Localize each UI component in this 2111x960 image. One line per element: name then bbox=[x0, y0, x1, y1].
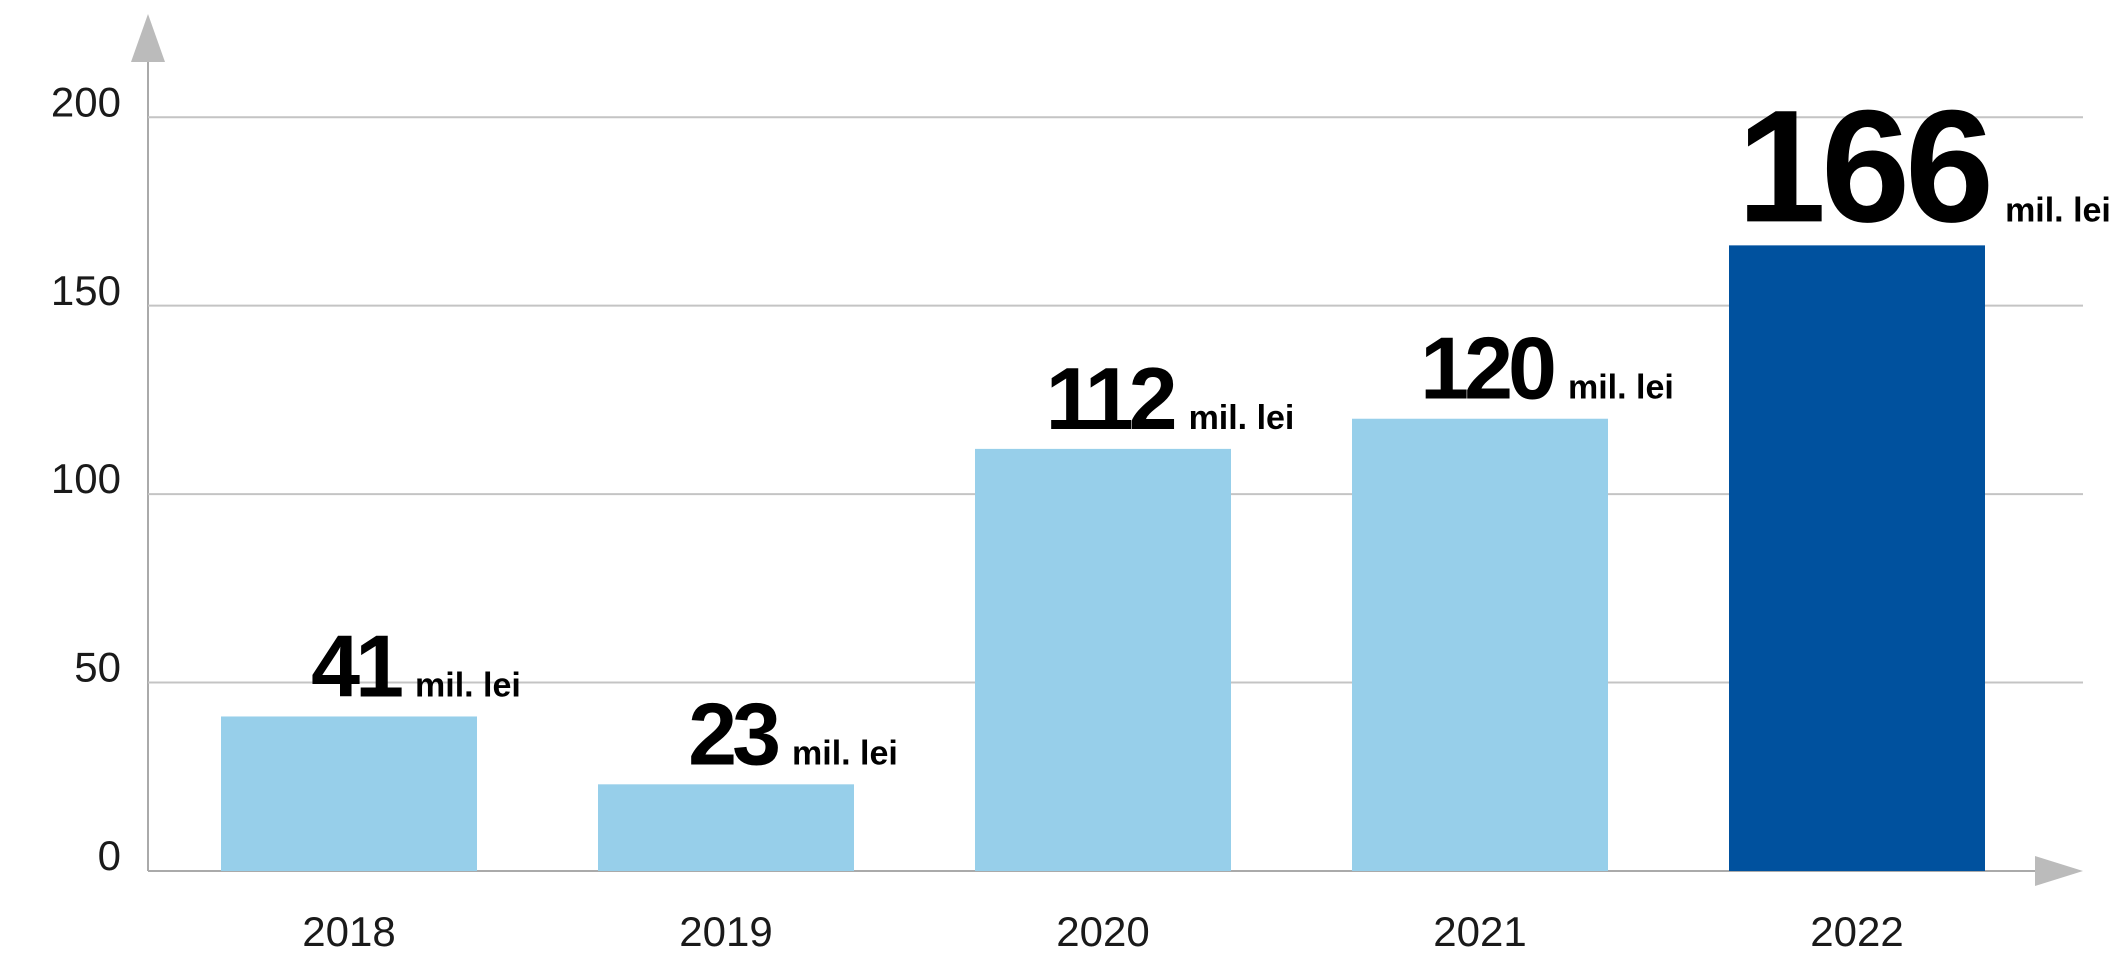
value-number: 166 bbox=[1737, 76, 1989, 255]
value-unit: mil. lei bbox=[792, 734, 898, 772]
y-tick-label: 50 bbox=[74, 644, 121, 691]
value-label: 120 mil. lei bbox=[1420, 319, 1674, 418]
value-unit: mil. lei bbox=[2005, 191, 2111, 229]
value-number: 41 bbox=[311, 616, 402, 715]
bar bbox=[975, 448, 1231, 871]
x-tick-label: 2021 bbox=[1433, 908, 1526, 955]
y-tick-label: 0 bbox=[98, 832, 121, 879]
value-label: 166 mil. lei bbox=[1737, 76, 2111, 255]
y-tick-label: 150 bbox=[51, 267, 121, 314]
x-axis-arrow bbox=[2035, 856, 2083, 886]
bar bbox=[1352, 418, 1608, 871]
bar bbox=[1729, 245, 1985, 871]
value-unit: mil. lei bbox=[415, 666, 521, 704]
x-tick-label: 2018 bbox=[302, 908, 395, 955]
value-number: 112 bbox=[1046, 349, 1175, 448]
value-label: 23 mil. lei bbox=[688, 684, 898, 783]
bar bbox=[598, 784, 854, 871]
y-tick-label: 100 bbox=[51, 455, 121, 502]
x-tick-label: 2020 bbox=[1056, 908, 1149, 955]
value-number: 120 bbox=[1420, 319, 1554, 418]
x-tick-label: 2019 bbox=[679, 908, 772, 955]
value-label: 112 mil. lei bbox=[1046, 349, 1295, 448]
bar bbox=[221, 716, 477, 871]
value-number: 23 bbox=[688, 684, 778, 783]
value-unit: mil. lei bbox=[1189, 399, 1295, 437]
value-unit: mil. lei bbox=[1568, 369, 1674, 407]
y-tick-label: 200 bbox=[51, 78, 121, 125]
value-label: 41 mil. lei bbox=[311, 616, 521, 715]
y-axis-arrow bbox=[131, 14, 165, 62]
x-tick-label: 2022 bbox=[1810, 908, 1903, 955]
